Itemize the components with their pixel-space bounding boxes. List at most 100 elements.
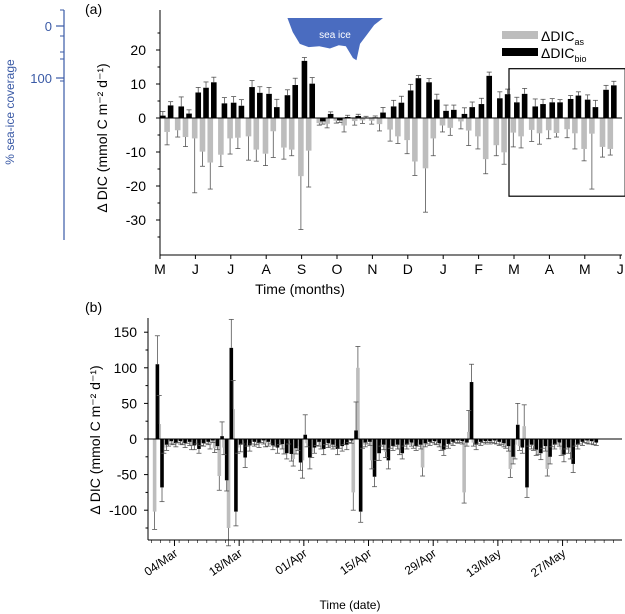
b-bio-bar-28 [284, 439, 289, 454]
b-as-bar-21 [249, 439, 254, 442]
bio-bar-29 [415, 78, 422, 118]
b-as-bar-89 [563, 439, 568, 445]
b-bio-bar-36 [321, 439, 326, 449]
b-as-bar-81 [527, 439, 531, 443]
b-as-bar-5 [175, 439, 180, 441]
legend: ΔDICas ΔDICbio [502, 28, 586, 64]
y-tick-label-2: 0 [138, 110, 146, 126]
b-bio-bar-95 [594, 439, 599, 443]
b-bio-bar-25 [271, 439, 275, 446]
bio-bar-30 [426, 82, 432, 118]
b-as-bar-19 [240, 439, 245, 442]
b-bio-bar-14 [220, 436, 224, 439]
as-bar-33 [458, 118, 464, 122]
b-bio-bar-65 [455, 439, 460, 441]
as-bar-7 [227, 118, 233, 139]
b-as-bar-51 [388, 439, 393, 445]
legend-label-bio: ΔDICbio [541, 45, 586, 64]
as-bar-18 [324, 118, 330, 124]
b-as-bar-73 [490, 439, 494, 441]
bio-bar-39 [504, 94, 511, 118]
b-as-bar-31 [296, 439, 300, 447]
b-bio-bar-34 [312, 439, 317, 448]
b-as-bar-22 [254, 439, 259, 442]
as-bar-43 [545, 118, 552, 131]
b-as-bar-47 [369, 439, 374, 461]
x-tick-label-3: A [262, 261, 272, 277]
b-bio-bar-17 [234, 439, 238, 512]
bio-bar-3 [186, 113, 192, 118]
bio-bar-31 [434, 99, 440, 118]
b-as-bar-85 [545, 439, 550, 469]
panel-b-axes: 150 100 50 0 -50 -100 04/Mar 18/Mar 01/Apr 15/Apr… [109, 318, 622, 580]
bio-bar-42 [532, 106, 539, 118]
bio-bar-2 [178, 106, 185, 118]
b-bio-bar-45 [363, 439, 368, 443]
bio-bar-6 [211, 82, 217, 118]
panel-a-x-axis-title: Time (months) [255, 281, 345, 297]
b-bio-bar-54 [405, 439, 409, 445]
b-as-bar-83 [536, 439, 540, 450]
sea-ice-coverage-axis: 0 100 [30, 9, 65, 240]
b-as-bar-29 [286, 439, 291, 442]
b-bio-bar-23 [261, 439, 266, 441]
legend-swatch-as [502, 31, 538, 39]
b-as-bar-46 [365, 439, 369, 442]
b-as-bar-14 [217, 439, 222, 477]
b-as-bar-25 [268, 439, 272, 442]
b-bio-bar-30 [294, 439, 298, 449]
b-x-tick-label-2: 01/Apr [273, 546, 310, 578]
bio-bar-35 [469, 107, 476, 118]
bio-bar-20 [337, 118, 343, 121]
bio-bar-49 [592, 107, 599, 118]
b-bio-bar-19 [243, 439, 247, 458]
x-tick-label-1: J [192, 261, 199, 277]
b-as-bar-17 [231, 409, 235, 439]
b-as-bar-7 [185, 439, 189, 442]
as-bar-9 [245, 118, 252, 137]
b-as-bar-64 [448, 439, 453, 442]
as-bar-46 [572, 118, 578, 134]
b-bio-bar-5 [178, 439, 183, 442]
bio-bar-41 [521, 93, 528, 118]
x-tick-label-10: M [508, 261, 520, 277]
b-bio-bar-73 [492, 439, 497, 441]
as-bar-6 [218, 118, 224, 155]
y-tick-label-0: 20 [130, 42, 146, 58]
bio-bar-44 [549, 102, 556, 118]
b-as-bar-18 [235, 439, 240, 448]
bio-bar-5 [203, 87, 209, 118]
panel-a-y-axis-title: Δ DIC (mmol C m⁻² d⁻¹) [94, 63, 110, 212]
b-bio-bar-56 [414, 439, 418, 447]
b-bio-bar-2 [164, 439, 169, 445]
b-bio-bar-10 [201, 439, 206, 444]
sea-ice-layer [287, 18, 384, 61]
b-y-tick-label-5: -100 [109, 502, 137, 518]
bio-bar-36 [478, 104, 485, 118]
b-as-bar-8 [189, 439, 194, 447]
b-bio-bar-87 [557, 439, 562, 443]
as-bar-12 [270, 118, 277, 132]
b-as-bar-58 [420, 439, 425, 468]
legend-swatch-bio [502, 48, 538, 56]
b-x-tick-label-5: 13/May [463, 546, 503, 580]
bio-bar-17 [309, 83, 316, 118]
bio-bar-4 [195, 92, 202, 118]
b-as-bar-40 [337, 439, 342, 445]
b-as-bar-57 [416, 439, 420, 443]
b-bio-bar-55 [409, 439, 414, 443]
b-bio-bar-29 [289, 439, 294, 454]
b-bio-bar-49 [381, 439, 386, 445]
b-bio-bar-39 [335, 439, 340, 449]
b-as-bar-48 [374, 439, 379, 454]
b-as-bar-27 [277, 439, 282, 442]
b-bio-bar-9 [197, 439, 201, 449]
b-bio-bar-71 [483, 439, 488, 442]
b-bio-bar-16 [229, 347, 234, 439]
as-bar-13 [281, 118, 287, 148]
bio-bar-34 [461, 113, 468, 118]
b-bio-bar-27 [280, 439, 284, 444]
bio-bar-22 [355, 115, 362, 118]
b-as-bar-41 [342, 439, 346, 442]
